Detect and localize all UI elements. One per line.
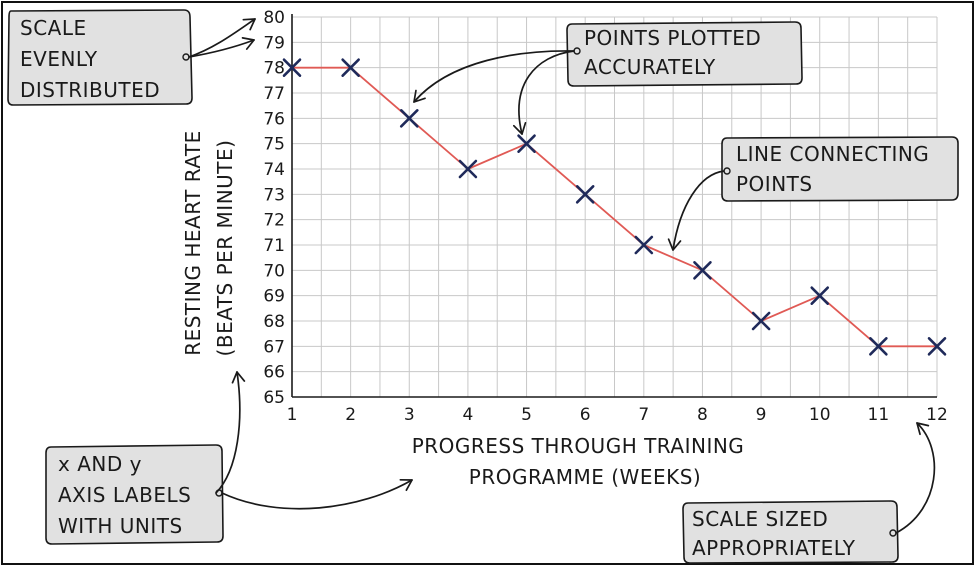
y-tick-label: 65 [263,388,285,408]
axes [291,14,937,398]
annotation-labels-line-3: WITH UNITS [58,514,183,538]
x-tick-label: 10 [809,405,831,425]
y-tick-label: 79 [263,33,285,53]
x-tick-label: 11 [868,405,890,425]
x-tick-label: 8 [697,405,708,425]
y-tick-label: 71 [263,236,285,256]
annotation-sized-line-2: APPROPRIATELY [692,536,856,560]
y-axis-title-line-2: (BEATS PER MINUTE) [213,140,237,357]
x-tick-label: 6 [580,405,591,425]
data-point-marker [869,337,888,356]
y-tick-label: 77 [263,84,285,104]
data-point-marker [341,58,360,77]
data-point-marker [693,261,712,280]
annotation-points-line-2: ACCURATELY [584,55,716,79]
x-tick-label: 4 [462,405,473,425]
data-markers [282,58,947,356]
y-tick-label: 72 [263,211,285,231]
data-point-marker [810,286,830,305]
y-tick-label: 69 [263,287,285,307]
y-tick-label: 76 [263,109,285,129]
y-tick-label: 68 [263,312,285,332]
annotation-axis-labels: x AND y AXIS LABELS WITH UNITS [45,371,413,545]
y-axis-title-line-1: RESTING HEART RATE [181,130,205,356]
data-point-marker [399,109,419,128]
annotation-scale-line-1: SCALE [20,16,87,40]
y-tick-label: 78 [263,59,285,79]
x-tick-label: 1 [287,405,298,425]
annotation-points-plotted: POINTS PLOTTED ACCURATELY [413,21,803,135]
annotation-scale-evenly-distributed: SCALE EVENLY DISTRIBUTED [7,9,256,106]
y-tick-label: 74 [263,160,285,180]
x-tick-labels: 1 2 3 4 5 6 7 8 9 10 11 12 [287,405,948,425]
annotation-labels-line-2: AXIS LABELS [58,483,191,507]
annotation-points-line-1: POINTS PLOTTED [584,26,761,50]
y-tick-label: 67 [263,337,285,357]
annotation-sized-line-1: SCALE SIZED [692,507,828,531]
x-axis-title-line-2: PROGRAMME (WEEKS) [469,465,701,489]
annotation-labels-line-1: x AND y [58,452,142,476]
series-line [292,66,937,348]
annotation-scale-line-2: EVENLY [20,47,98,71]
y-tick-label: 70 [263,261,285,281]
y-tick-label: 80 [263,8,285,28]
x-tick-label: 3 [404,405,415,425]
data-point-marker [575,185,595,204]
x-tick-label: 5 [521,405,532,425]
x-axis-title-line-1: PROGRESS THROUGH TRAINING [412,434,745,458]
data-point-marker [634,235,654,255]
annotation-line-line-1: LINE CONNECTING [736,142,929,166]
data-point-marker [751,311,771,331]
data-point-marker [927,337,947,356]
y-tick-label: 75 [263,135,285,155]
data-point-marker [282,58,302,77]
y-tick-label: 66 [263,363,285,383]
x-tick-label: 2 [345,405,356,425]
y-tick-labels: 65 66 67 68 69 70 71 72 73 74 75 76 77 78 79 80 [263,8,285,408]
annotation-line-line-2: POINTS [736,172,813,196]
y-tick-label: 73 [263,185,285,205]
annotation-line-connecting: LINE CONNECTING POINTS [667,136,959,251]
x-tick-label: 7 [638,405,649,425]
annotation-scale-sized: SCALE SIZED APPROPRIATELY [682,422,936,564]
x-tick-label: 9 [756,405,767,425]
data-point-marker [517,134,536,153]
annotation-scale-line-3: DISTRIBUTED [20,78,160,102]
data-point-marker [458,159,478,179]
x-tick-label: 12 [926,405,948,425]
series [292,66,937,348]
